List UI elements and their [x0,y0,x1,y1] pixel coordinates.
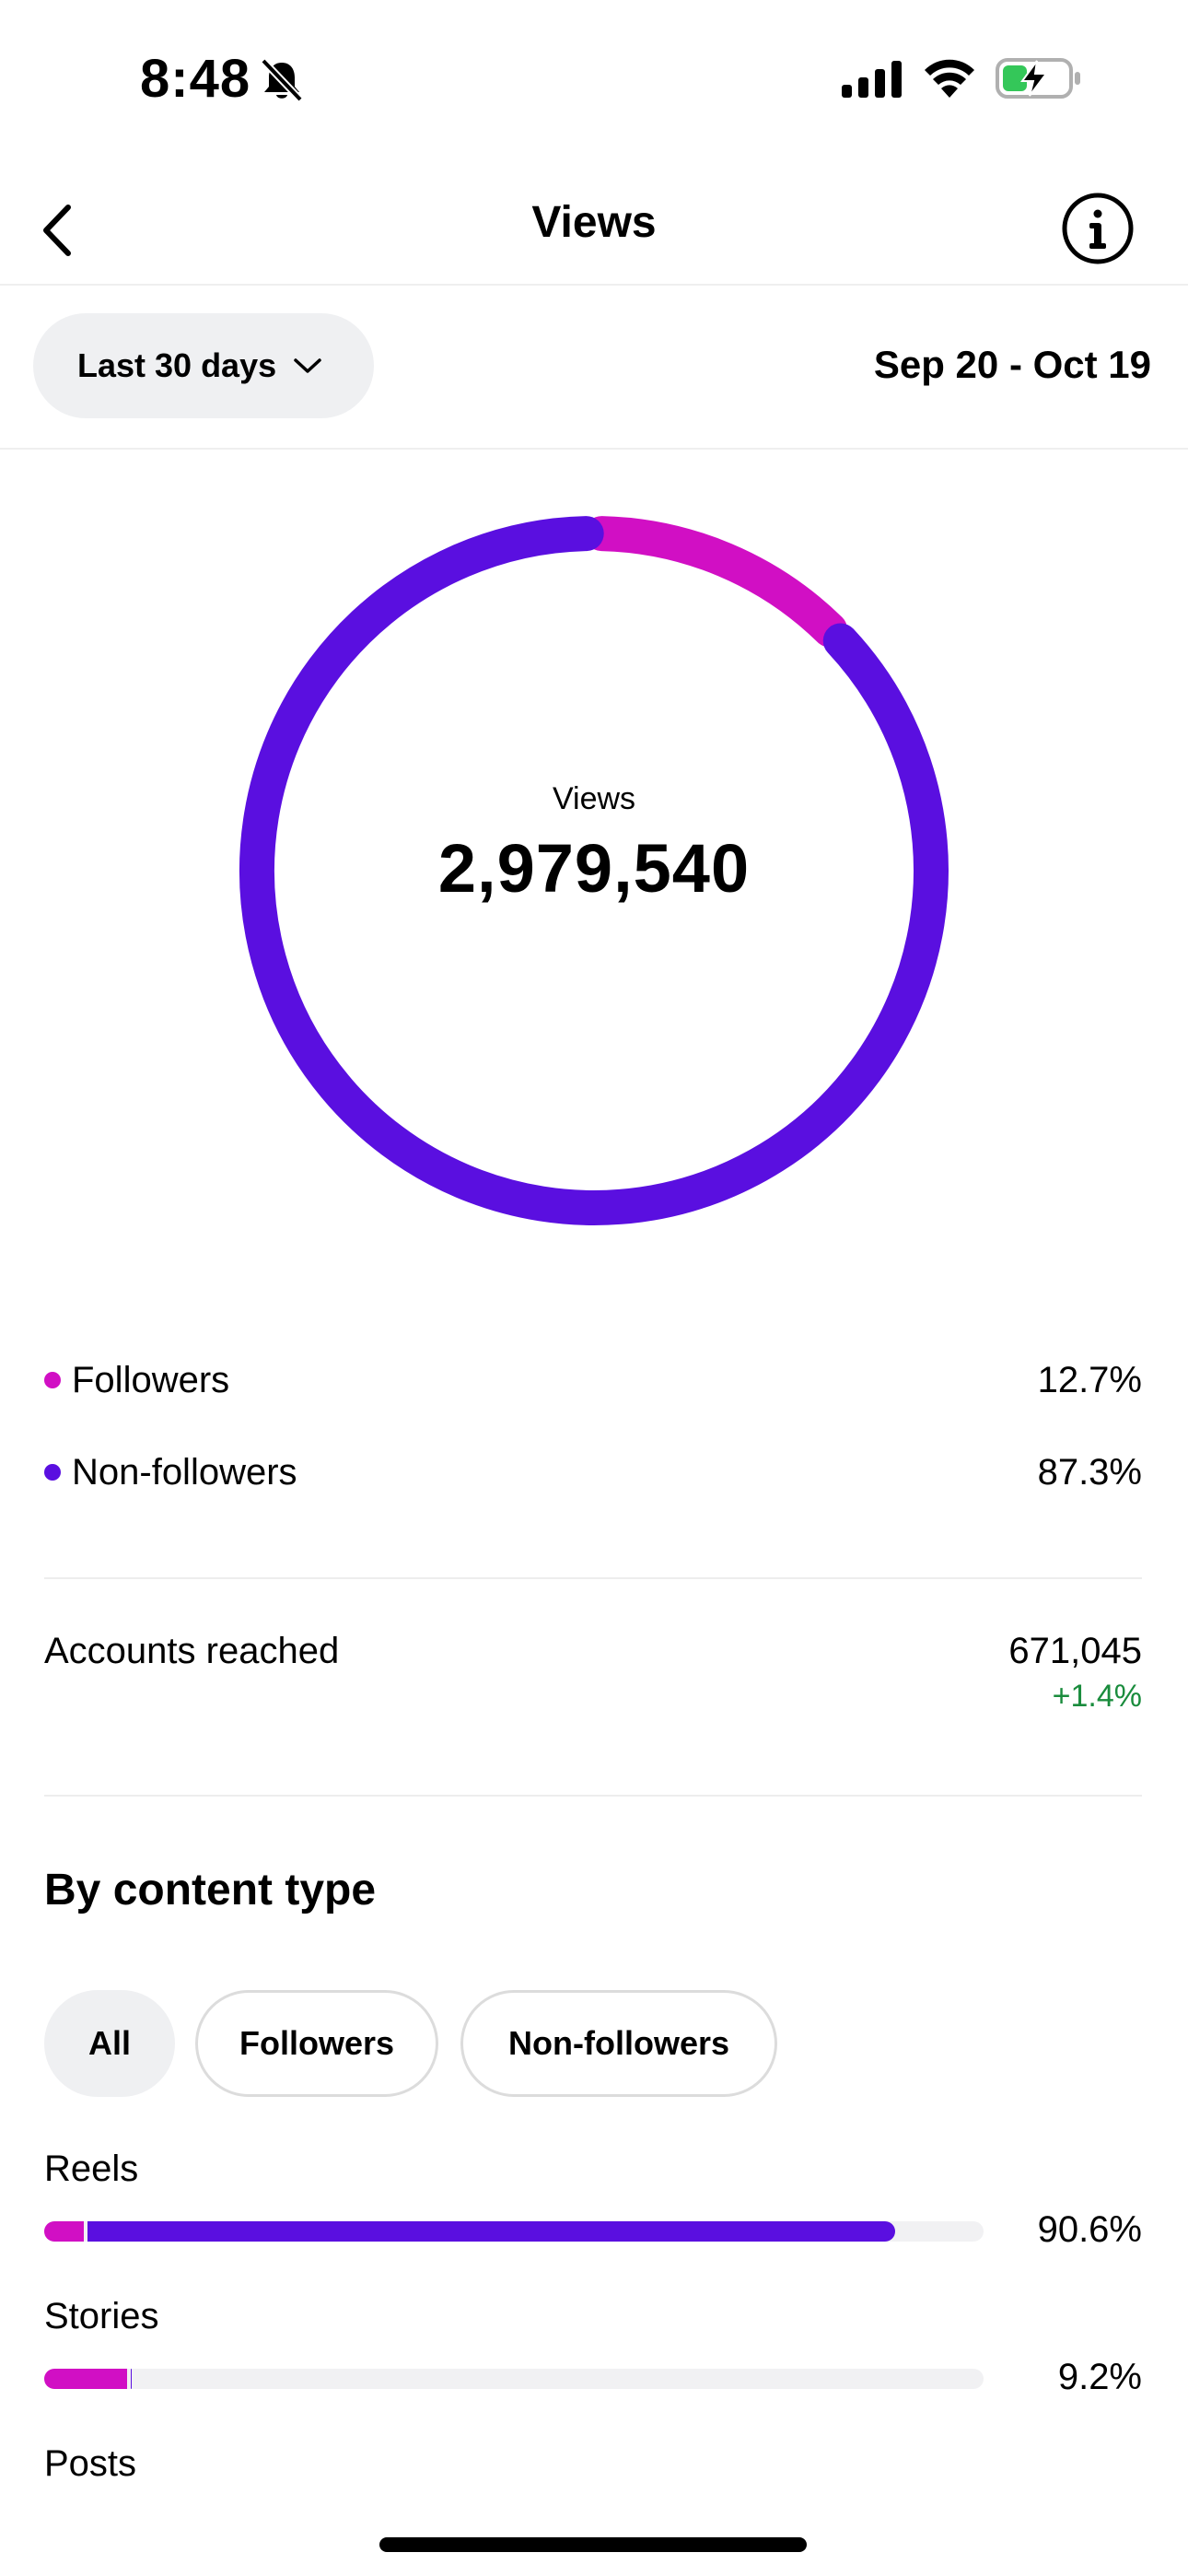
divider [44,1577,1142,1579]
date-range-text: Sep 20 - Oct 19 [873,343,1151,386]
content-type-value: 90.6% [1037,2209,1142,2250]
non-followers-dot-icon [44,1464,61,1481]
page-title: Views [531,198,657,247]
reels-bar [44,2221,984,2242]
bar-segment-followers [44,2221,84,2242]
donut-segment-followers [584,516,848,648]
content-type-label: Reels [44,2149,139,2189]
tab-all[interactable]: All [44,1990,175,2097]
filter-row: Last 30 days Sep 20 - Oct 19 [0,286,1188,450]
date-range-dropdown[interactable]: Last 30 days [33,313,374,418]
info-icon[interactable] [1059,190,1136,267]
nav-bar: Views [0,175,1188,286]
views-total: 2,979,540 [437,830,751,907]
bell-muted-icon [261,58,303,102]
content-type-value: 9.2% [1057,2357,1142,2397]
back-chevron-icon[interactable] [28,198,92,263]
tab-followers[interactable]: Followers [195,1990,438,2097]
bar-segment-non-followers [87,2221,896,2242]
donut-segment-non-followers [239,516,949,1225]
divider [44,1795,1142,1797]
wifi-icon [925,59,974,98]
section-title: By content type [44,1866,377,1914]
accounts-reached-label: Accounts reached [44,1631,340,1671]
stories-bar [44,2369,984,2389]
accounts-reached-change: +1.4% [1052,1679,1142,1714]
legend-value: 87.3% [1037,1451,1142,1493]
status-time: 8:48 [140,49,251,109]
legend-value: 12.7% [1037,1359,1142,1400]
legend-followers: Followers 12.7% [44,1352,1142,1408]
chevron-down-icon [294,358,321,373]
bar-segment-followers [44,2369,127,2389]
date-range-dropdown-label: Last 30 days [77,346,277,384]
content-type-label: Stories [44,2296,159,2336]
content-type-label: Posts [44,2443,137,2484]
home-indicator [379,2537,807,2552]
legend-label: Followers [72,1359,230,1400]
legend-non-followers: Non-followers 87.3% [44,1445,1142,1500]
status-bar: 8:48 [0,0,1188,157]
battery-charging-icon [996,58,1080,99]
legend-label: Non-followers [72,1451,297,1493]
tab-non-followers[interactable]: Non-followers [460,1990,777,2097]
views-donut-chart [239,516,949,1225]
followers-dot-icon [44,1372,61,1388]
cellular-signal-icon [842,61,902,98]
donut-caption: Views [552,781,636,816]
accounts-reached-value: 671,045 [1008,1631,1142,1671]
